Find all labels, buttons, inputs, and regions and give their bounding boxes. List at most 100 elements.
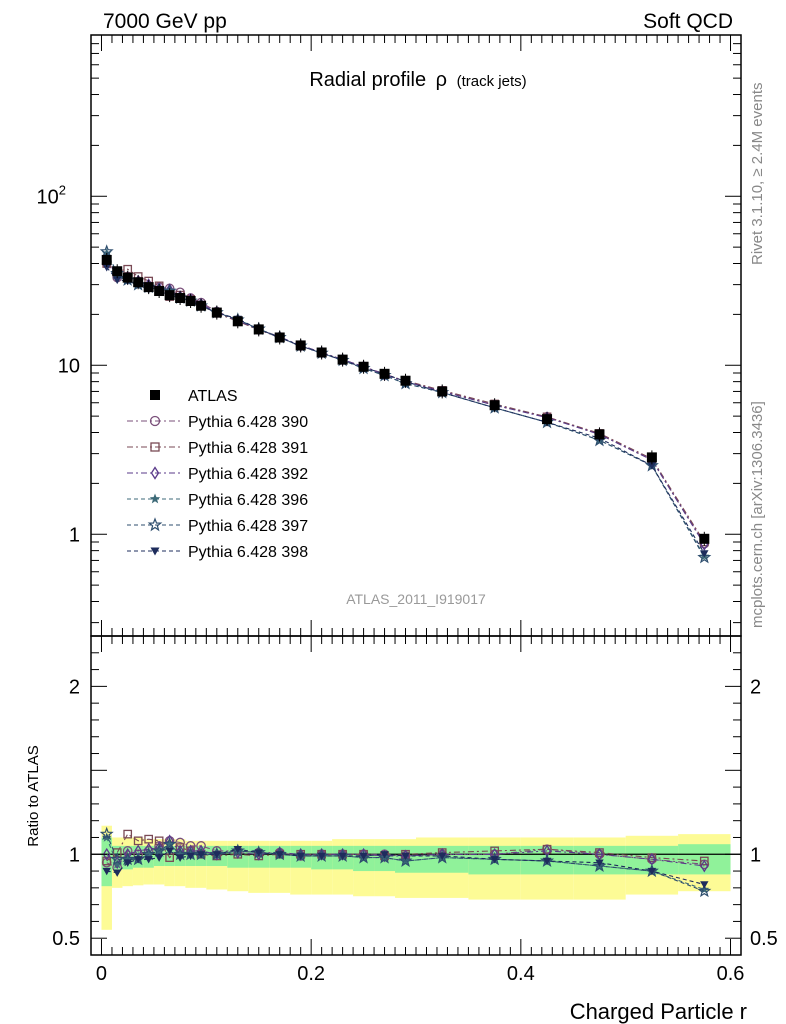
ratio-point [112,859,123,869]
x-tick-label: 0.2 [297,963,325,985]
legend-marker [150,442,160,452]
ratio-point [110,851,125,866]
data-point [647,462,657,470]
ratio-y-tick-label-right: 0.5 [750,928,778,950]
data-point [185,296,196,307]
data-point [697,550,712,564]
header-right: Soft QCD [643,10,733,33]
ratio-point [113,869,122,877]
data-point [112,266,123,277]
ratio-y-tick-label: 0.5 [52,928,80,950]
ratio-point [359,852,368,861]
data-point [542,414,553,425]
ratio-point [212,851,222,859]
ratio-y-tick-label: 2 [69,676,80,698]
y-tick-label: 10 [58,355,80,377]
ratio-point [592,858,607,873]
data-point [196,300,207,311]
data-point [232,316,243,327]
data-point [211,307,222,318]
data-point [316,347,327,358]
data-point [379,368,390,379]
data-point [700,550,709,558]
data-point [437,386,448,397]
ratio-point [133,856,143,864]
main-title: Radial profile ρ (track jets) [309,69,526,91]
data-point [102,264,111,272]
band-green [101,837,112,887]
legend-label: Pythia 6.428 390 [188,414,308,431]
ratio-point [338,852,347,861]
data-point [594,429,605,440]
mcplots-label: mcplots.cern.ch [arXiv:1306.3436] [749,401,766,628]
data-point [646,452,657,463]
ratio-ylabel: Ratio to ATLAS [25,745,42,846]
main-title-suffix: (track jets) [457,73,527,90]
y-tick-label: 102 [37,182,66,208]
data-point [337,354,348,365]
ratio-frame [90,635,742,956]
data-point [400,375,411,386]
legend-marker [150,390,160,400]
ratio-point [175,854,185,862]
ratio-point [438,852,447,861]
ratio-point [254,849,263,857]
ratio-point [102,847,111,861]
x-tick-label: 0 [96,963,107,985]
ratio-point [123,829,133,839]
ratio-point [490,856,499,864]
rivet-label: Rivet 3.1.10, ≥ 2.4M events [749,83,766,266]
ratio-point [542,857,552,866]
y-tick-label: 1 [69,524,80,546]
ratio-point [296,852,305,861]
ratio-y-tick-label-right: 1 [750,844,761,866]
legend: ATLAS Pythia 6.428 390 Pythia 6.428 391 Pyt… [127,388,308,561]
analysis-tag: ATLAS_2011_I919017 [346,591,486,607]
data-point [113,276,122,285]
legend-label: ATLAS [188,388,238,405]
ratio-point [196,851,206,859]
legend-marker [149,415,161,427]
ratio-point [595,859,604,867]
ratio-series-line [106,840,705,867]
ratio-point [377,850,392,864]
ratio-point [165,847,174,856]
x-tick-label: 0.6 [717,963,745,985]
data-point [133,277,144,288]
data-point [253,324,264,335]
main-plot-area: 1 10 102 [37,34,742,637]
ratio-point [164,839,175,849]
ratio-point [152,843,167,857]
ratio-point [154,854,164,862]
ratio-point [143,849,154,859]
ratio-point [186,852,195,861]
data-point [175,293,186,304]
data-point [358,361,369,372]
data-point [101,254,112,265]
data-point [143,282,154,293]
header-left: 7000 GeV pp [103,10,227,33]
legend-label: Pythia 6.428 392 [188,466,308,483]
data-point [154,286,165,297]
ratio-point [700,859,709,873]
ratio-y-tick-label-right: 2 [750,676,761,698]
ratio-y-tick-label: 1 [69,844,80,866]
band-green [164,845,175,867]
data-point [164,290,175,301]
ratio-point [175,849,186,859]
legend-marker [147,517,163,532]
x-axis-label: Charged Particle r [570,999,747,1024]
ratio-point [401,852,410,861]
ratio-point [144,856,153,864]
ratio-point [275,851,284,859]
ratio-point [99,826,114,841]
legend-label: Pythia 6.428 391 [188,440,308,457]
ratio-point [647,867,657,876]
ratio-point [697,883,712,898]
legend-marker [150,547,160,556]
legend-label: Pythia 6.428 397 [188,518,308,535]
legend-label: Pythia 6.428 396 [188,492,308,509]
legend-label: Pythia 6.428 398 [188,544,308,561]
ratio-point [699,856,709,866]
